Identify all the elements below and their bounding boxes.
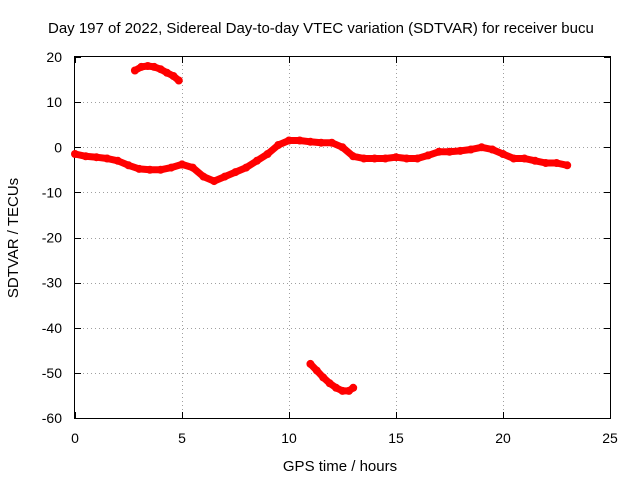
data-point xyxy=(231,168,240,177)
data-point xyxy=(445,147,454,156)
data-point xyxy=(71,150,79,158)
data-point xyxy=(413,154,422,163)
data-point xyxy=(359,154,368,163)
data-point xyxy=(242,163,251,172)
x-tick-labels: 0 5 10 15 20 25 xyxy=(71,430,618,446)
y-tick-label: -10 xyxy=(42,184,62,200)
y-tick-label: -40 xyxy=(42,320,62,336)
data-point xyxy=(541,159,550,167)
data-point xyxy=(220,172,229,181)
data-point xyxy=(434,147,443,156)
data-point xyxy=(295,136,304,145)
data-point xyxy=(520,154,529,163)
data-point xyxy=(402,154,411,163)
data-point xyxy=(210,177,219,186)
series-main-track xyxy=(71,136,572,186)
x-tick-label: 15 xyxy=(388,430,404,446)
data-point xyxy=(531,156,540,165)
x-axis-label: GPS time / hours xyxy=(283,458,397,475)
data-point xyxy=(306,137,315,146)
tick-marks xyxy=(75,57,611,419)
y-tick-label: 20 xyxy=(46,49,62,65)
plot-frame xyxy=(74,56,611,419)
data-point xyxy=(130,66,139,75)
data-point xyxy=(349,383,358,392)
data-point xyxy=(263,150,272,158)
data-point xyxy=(188,163,197,172)
series-upper-arc xyxy=(130,62,183,85)
data-point xyxy=(145,165,154,174)
y-tick-label: -30 xyxy=(42,275,62,291)
x-tick-label: 10 xyxy=(281,430,297,446)
data-point xyxy=(113,156,122,165)
data-point xyxy=(163,68,171,77)
data-point xyxy=(169,72,178,80)
data-point xyxy=(370,154,379,163)
data-point xyxy=(488,145,497,154)
y-tick-label: 0 xyxy=(54,139,62,155)
x-tick-label: 0 xyxy=(71,430,79,446)
data-point xyxy=(156,165,165,174)
y-tick-label: -60 xyxy=(42,410,62,426)
data-series xyxy=(71,62,572,395)
x-tick-label: 25 xyxy=(602,430,618,446)
data-point xyxy=(563,161,572,170)
data-point xyxy=(456,146,465,155)
data-point xyxy=(199,172,208,181)
data-point xyxy=(349,152,358,161)
x-tick-label: 5 xyxy=(178,430,186,446)
data-point xyxy=(332,383,341,392)
chart-title: Day 197 of 2022, Sidereal Day-to-day VTE… xyxy=(48,20,594,37)
data-point xyxy=(319,373,328,382)
data-point xyxy=(325,379,334,388)
data-point xyxy=(306,359,315,368)
data-point xyxy=(178,160,186,169)
data-point xyxy=(124,161,133,170)
data-point xyxy=(103,154,112,163)
y-tick-label: -20 xyxy=(42,230,62,246)
data-point xyxy=(317,138,326,147)
data-point xyxy=(135,164,144,173)
data-point xyxy=(92,153,101,162)
data-point xyxy=(285,136,293,145)
data-point xyxy=(381,154,390,163)
data-point xyxy=(392,153,400,162)
grid xyxy=(75,57,610,418)
data-point xyxy=(312,366,321,375)
data-point xyxy=(167,163,176,172)
y-tick-labels: 20 10 0 -10 -20 -30 -40 -50 -60 xyxy=(42,49,62,426)
x-tick-label: 20 xyxy=(495,430,511,446)
data-point xyxy=(327,138,336,147)
y-tick-label: 10 xyxy=(46,94,62,110)
data-point xyxy=(252,156,261,165)
series-lower-arc xyxy=(306,359,358,395)
data-point xyxy=(143,62,152,70)
data-point xyxy=(174,76,183,85)
data-point xyxy=(274,141,283,149)
data-point xyxy=(552,159,561,167)
data-point xyxy=(156,65,165,74)
y-tick-label: -50 xyxy=(42,365,62,381)
data-point xyxy=(338,143,347,152)
data-point xyxy=(137,62,146,71)
data-point xyxy=(477,143,486,152)
y-axis-label: SDTVAR / TECUs xyxy=(5,178,22,298)
data-point xyxy=(150,62,159,71)
data-point xyxy=(338,386,347,395)
data-point xyxy=(81,152,90,161)
data-point xyxy=(424,151,433,160)
data-point xyxy=(499,150,507,158)
data-point xyxy=(466,145,475,154)
data-point xyxy=(509,154,518,163)
